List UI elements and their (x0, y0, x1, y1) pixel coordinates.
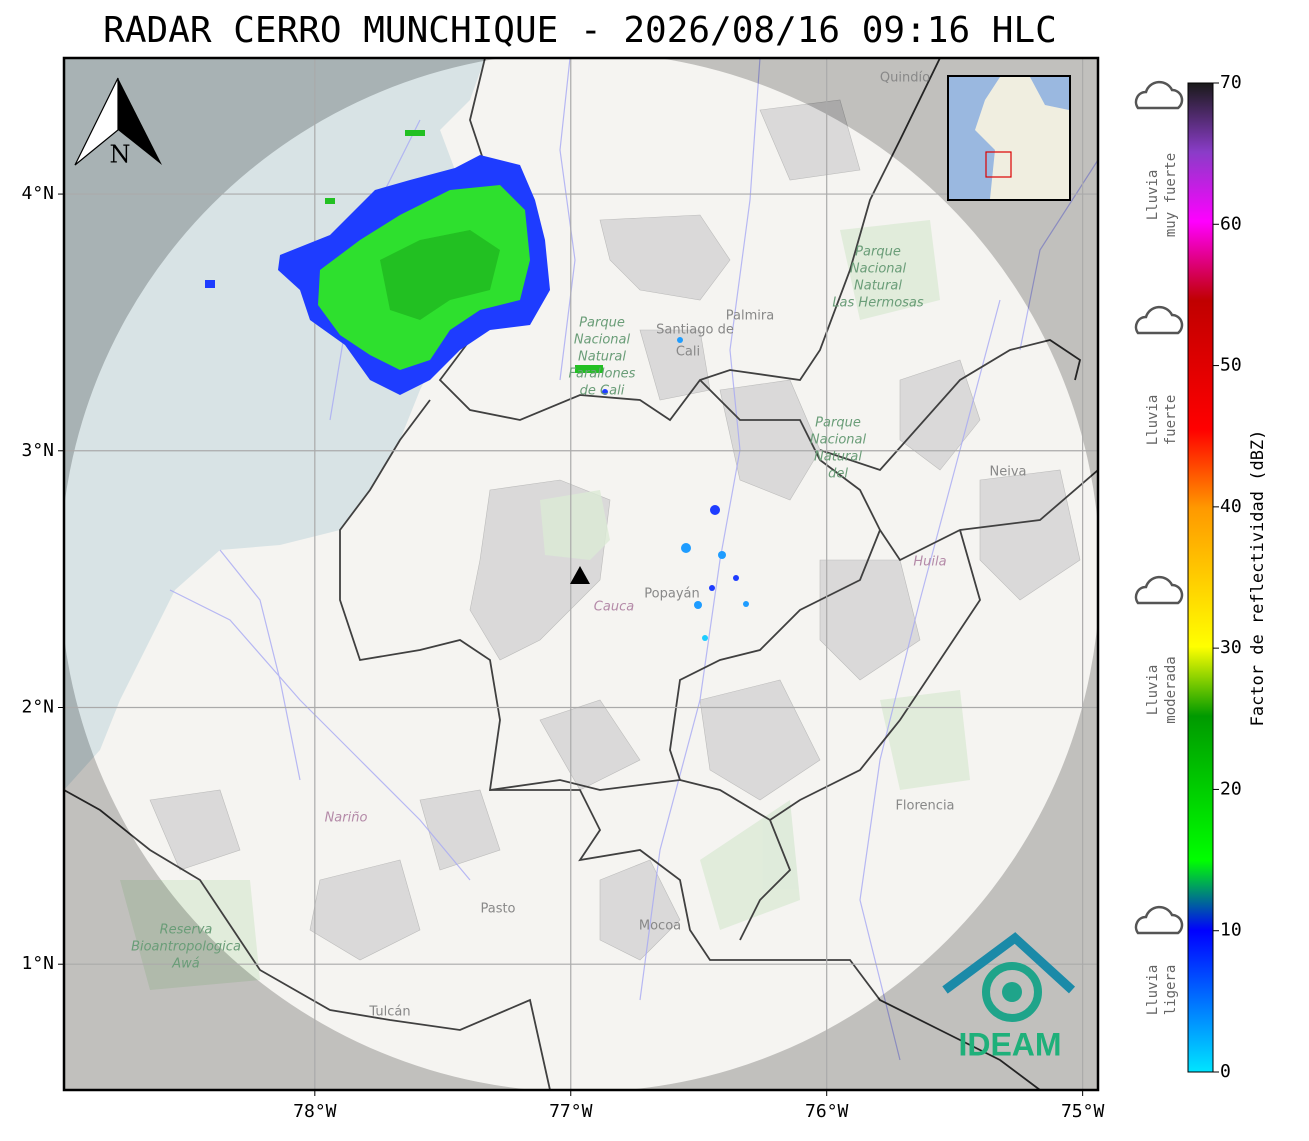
y-tick-label: 3°N (21, 440, 54, 461)
park-label: de Cali (580, 384, 625, 399)
municipalities (149, 99, 1081, 961)
x-tick-label: 78°W (293, 1101, 337, 1122)
rain-label: Lluvia (1145, 665, 1161, 716)
park-label: Natural (578, 350, 626, 365)
rain-label: Lluvia (1145, 965, 1161, 1016)
park-label: Natural (854, 279, 902, 294)
x-tick-label: 77°W (549, 1101, 593, 1122)
radar-echoes (205, 130, 749, 641)
department-label: Nariño (325, 811, 368, 826)
place-label: Cali (676, 345, 700, 360)
rivers (169, 58, 1098, 1061)
place-label: Pasto (480, 902, 515, 917)
park-label: del (828, 467, 848, 482)
rain-icon (1134, 80, 1184, 110)
park-label: Nacional (850, 262, 907, 277)
rain-category: Lluvia ligera (1134, 905, 1184, 1016)
park-label: Parque (815, 416, 861, 431)
colorbar-tick-label: 30 (1220, 637, 1242, 658)
rain-category: Lluvia muy fuerte (1134, 80, 1184, 237)
logo-text: IDEAM (958, 1026, 1061, 1062)
colorbar (1187, 82, 1214, 1073)
park-label: Farallones (569, 367, 636, 382)
park-label: Nacional (810, 433, 867, 448)
title: RADAR CERRO MUNCHIQUE - 2026/08/16 09:16… (103, 10, 1057, 51)
colorbar-ticks: 0 10 20 30 40 50 60 70 (1213, 72, 1242, 1082)
park-label: Nacional (574, 333, 631, 348)
department-label: Cauca (594, 600, 634, 615)
park-label: Parque (579, 316, 625, 331)
rain-icon (1134, 575, 1184, 605)
borders (64, 58, 1098, 1090)
rain-label: ligera (1163, 965, 1179, 1016)
x-tick-label: 75°W (1061, 1101, 1105, 1122)
department-label: Huila (913, 555, 946, 570)
park-label: Awá (171, 957, 200, 972)
y-tick-label: 4°N (21, 183, 54, 204)
axes: 78°W 77°W 76°W 75°W 1°N 2°N 3°N 4°N (21, 183, 1104, 1122)
park-label: Reserva (160, 923, 213, 938)
rain-label: Lluvia (1145, 170, 1161, 221)
colorbar-tick-label: 20 (1220, 778, 1242, 799)
radar-site (570, 566, 590, 584)
north-arrow: N (74, 77, 162, 169)
park-labels: Parque Nacional Natural Las Hermosas Parque N… (131, 245, 924, 972)
colorbar-tick-label: 60 (1220, 213, 1242, 234)
place-label: Tulcán (368, 1005, 410, 1020)
place-label: Santiago de (656, 323, 734, 338)
colorbar-tick-label: 50 (1220, 355, 1242, 376)
place-label: Florencia (895, 799, 954, 814)
grid (64, 58, 1098, 1090)
park-label: Las Hermosas (832, 296, 924, 311)
x-tick-label: 76°W (805, 1101, 849, 1122)
rain-label: muy fuerte (1163, 153, 1179, 237)
place-label: Popayán (644, 587, 699, 602)
rain-category: Lluvia fuerte (1134, 305, 1184, 446)
rain-icon (1134, 305, 1184, 335)
place-label: Neiva (990, 465, 1027, 480)
map-frame (62, 56, 1100, 1092)
inset-map (947, 75, 1071, 201)
colorbar-tick-label: 10 (1220, 920, 1242, 941)
north-label: N (110, 141, 131, 169)
y-tick-label: 2°N (21, 696, 54, 717)
ideam-logo: IDEAM (942, 932, 1076, 1062)
rain-category: Lluvia moderada (1134, 575, 1184, 724)
park-label: Parque (855, 245, 901, 260)
place-label: Quindío (880, 71, 930, 86)
rain-icon (1134, 905, 1184, 935)
colorbar-tick-label: 70 (1220, 72, 1242, 93)
colorbar-tick-label: 0 (1220, 1061, 1231, 1082)
map: Quindío Palmira Santiago de Cali Neiva P… (64, 58, 1098, 1090)
rain-label: Lluvia (1145, 395, 1161, 446)
place-label: Palmira (726, 309, 774, 324)
colorbar-label: Factor de reflectividad (dBZ) (1248, 430, 1268, 727)
park-label: Bioantropologica (131, 940, 241, 955)
y-tick-label: 1°N (21, 953, 54, 974)
park-label: Natural (814, 450, 862, 465)
place-label: Mocoa (639, 919, 681, 934)
rain-label: moderada (1163, 656, 1179, 723)
rain-label: fuerte (1163, 395, 1179, 446)
colorbar-tick-label: 40 (1220, 496, 1242, 517)
